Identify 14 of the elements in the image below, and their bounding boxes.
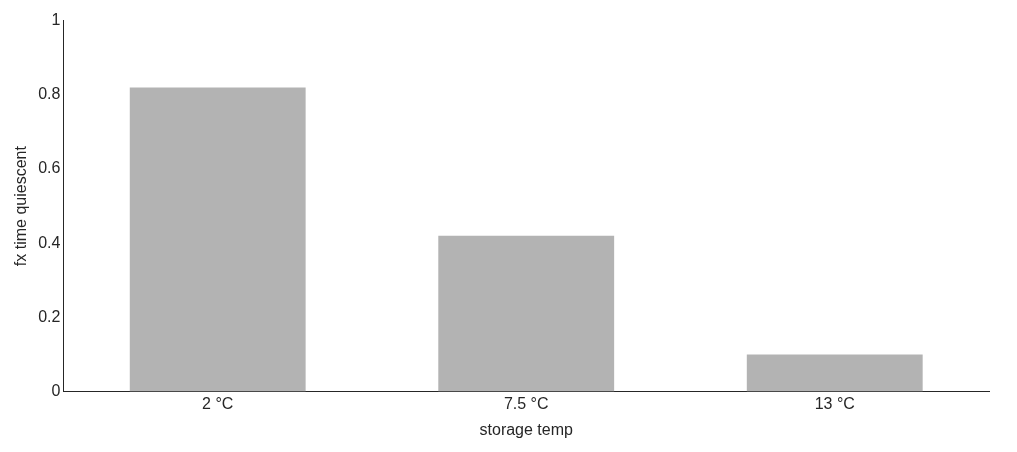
x-tick-label: 2 °C xyxy=(202,394,234,412)
y-tick-label: 0.8 xyxy=(38,85,61,103)
y-tick-label: 1 xyxy=(51,11,61,29)
y-tick-label: 0.4 xyxy=(38,233,61,251)
bar xyxy=(129,87,306,392)
y-tick-label: 0.2 xyxy=(38,307,61,325)
x-axis-title: storage temp xyxy=(479,420,574,438)
x-tick-label: 13 °C xyxy=(814,394,855,412)
bar xyxy=(746,354,923,392)
y-tick-label: 0 xyxy=(51,382,61,400)
bar xyxy=(438,235,615,392)
y-axis-title: fx time quiescent xyxy=(12,145,30,267)
y-tick-label: 0.6 xyxy=(38,159,61,177)
x-tick-label: 7.5 °C xyxy=(503,394,549,412)
